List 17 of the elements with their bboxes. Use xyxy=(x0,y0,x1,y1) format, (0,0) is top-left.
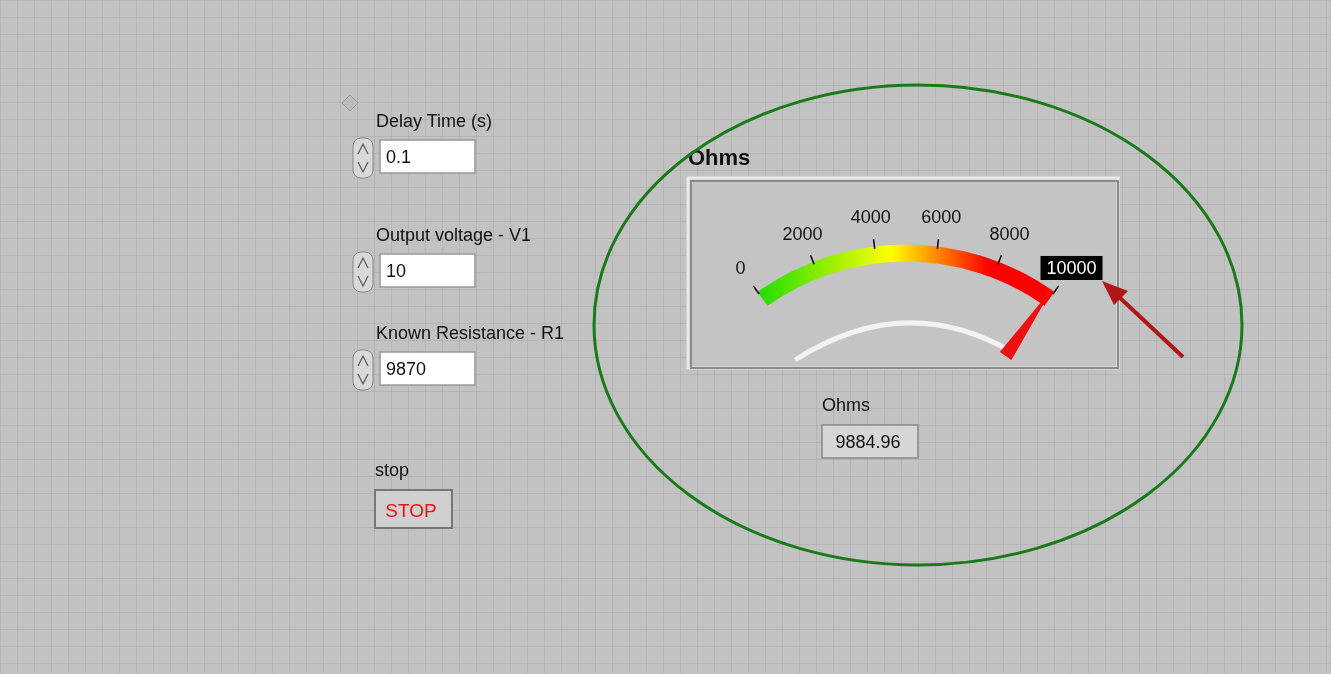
text: Delay Time (s) xyxy=(376,111,493,131)
text: Output voltage - V1 xyxy=(376,225,532,245)
text: STOP xyxy=(385,500,437,521)
text: 10000 xyxy=(1046,257,1097,278)
text: Ohms xyxy=(821,395,871,415)
text: 4000 xyxy=(850,207,891,228)
text: 6000 xyxy=(921,207,962,228)
data-label: 9884.96 xyxy=(835,432,901,452)
text: 8000 xyxy=(989,224,1030,245)
text: 2000 xyxy=(782,224,823,245)
text: Ohms xyxy=(688,145,751,170)
text: 10 xyxy=(386,261,407,281)
text: 0.1 xyxy=(386,147,412,167)
text: 0 xyxy=(735,257,746,278)
text: Known Resistance - R1 xyxy=(376,323,565,343)
text: 9870 xyxy=(386,359,427,379)
text: stop xyxy=(375,460,410,480)
